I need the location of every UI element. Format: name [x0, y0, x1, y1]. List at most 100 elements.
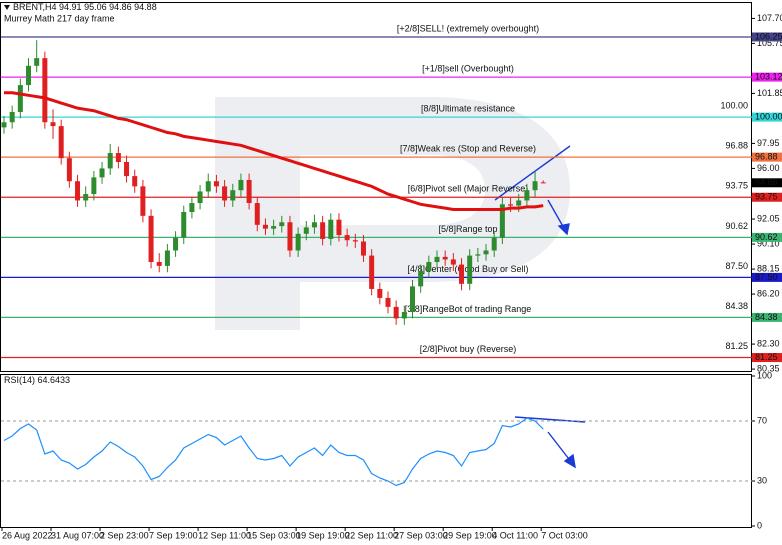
candle-body	[91, 177, 97, 195]
level-tag-label: 96.88	[755, 151, 778, 161]
candle-body	[540, 182, 546, 184]
rsi-tick-label: 70	[757, 415, 767, 425]
level-tag-label: 103.12	[755, 71, 782, 81]
level-tag	[752, 353, 782, 363]
candle-body	[156, 262, 162, 266]
candle-body	[107, 153, 113, 169]
candle-body	[124, 161, 130, 177]
candle-body	[401, 312, 407, 319]
candle-body	[140, 186, 146, 216]
y-tick-label: 86.20	[757, 288, 780, 298]
candle-body	[336, 219, 342, 236]
candle-body	[99, 168, 105, 178]
candle-body	[328, 219, 334, 239]
rsi-panel-frame	[0, 374, 752, 528]
level-tag-label: 106.25	[755, 31, 782, 41]
level-big-label: 81.25	[725, 341, 748, 351]
y-tick-label: 92.05	[757, 213, 780, 223]
candle-body	[352, 240, 358, 242]
last-close: 94.88	[134, 2, 157, 12]
level-big-label: 84.38	[725, 301, 748, 311]
candle-body	[442, 256, 448, 260]
candle-body	[418, 270, 424, 287]
collapse-icon	[4, 5, 10, 10]
candle-body	[254, 203, 260, 225]
candle-body	[17, 85, 23, 112]
candle-body	[222, 186, 228, 201]
candle-body	[189, 203, 195, 213]
candle-body	[434, 256, 440, 263]
candle-body	[205, 181, 211, 192]
candle-body	[426, 262, 432, 271]
level-tag	[752, 272, 782, 282]
y-tick-label: 97.95	[757, 138, 780, 148]
candle-body	[34, 58, 40, 66]
candle-body	[491, 237, 497, 251]
level-tag	[752, 192, 782, 202]
x-tick-label: 31 Aug 07:00	[51, 530, 104, 540]
candle-body	[9, 111, 15, 123]
candle-body	[320, 222, 326, 239]
y-tick-label: 90.10	[757, 238, 780, 248]
level-text: [5/8]Range top	[438, 224, 497, 234]
chart-header: BRENT,H4 94.91 95.06 94.86 94.88	[13, 2, 157, 12]
level-tag	[752, 232, 782, 242]
current-price-label: 94.88	[755, 177, 778, 187]
y-tick-label: 96.00	[757, 163, 780, 173]
x-tick-label: 27 Sep 03:00	[394, 530, 448, 540]
rsi-last: 64.6433	[38, 375, 71, 385]
candle-body	[197, 191, 203, 204]
indicator-name: Murrey Math 217 day frame	[4, 13, 115, 23]
last-open: 94.91	[59, 2, 82, 12]
level-big-label: 90.62	[725, 221, 748, 231]
candle-body	[164, 250, 170, 266]
candle-body	[516, 200, 522, 206]
candle-body	[467, 255, 473, 284]
candle-body	[311, 222, 317, 228]
candle-body	[475, 254, 481, 256]
y-tick-label: 88.15	[757, 263, 780, 273]
level-text: [7/8]Weak res (Stop and Reverse)	[400, 143, 536, 153]
candle-body	[246, 179, 252, 204]
candle-body	[271, 226, 277, 229]
candle-body	[26, 65, 32, 86]
x-tick-label: 19 Sep 19:00	[296, 530, 350, 540]
candle-body	[483, 250, 489, 255]
candle-body	[50, 122, 56, 127]
y-tick-label: 80.35	[757, 363, 780, 373]
candle-body	[360, 241, 366, 256]
candle-body	[295, 233, 301, 251]
rsi-header: RSI(14) 64.6433	[4, 375, 70, 385]
candle-body	[369, 255, 375, 289]
candle-body	[508, 204, 514, 206]
y-tick-label: 107.70	[757, 13, 782, 23]
x-tick-label: 22 Sep 11:00	[345, 530, 398, 540]
candle-body	[230, 190, 236, 201]
last-low: 94.86	[109, 2, 132, 12]
level-text: [+2/8]SELL! (extremely overbought)	[397, 23, 539, 33]
candle-body	[238, 179, 244, 191]
candle-body	[181, 212, 187, 238]
level-text: [3/8]RangeBot of trading Range	[405, 304, 532, 314]
candle-body	[148, 215, 154, 263]
y-tick-label: 101.85	[757, 88, 782, 98]
level-big-label: 96.88	[725, 140, 748, 150]
candle-body	[287, 222, 293, 251]
level-tag-label: 81.25	[755, 352, 778, 362]
level-tag-label: 100.00	[755, 111, 782, 121]
level-text: [8/8]Ultimate resistance	[421, 103, 515, 113]
candle-body	[377, 288, 383, 298]
candle-body	[410, 286, 415, 313]
rsi-title: RSI(14)	[4, 375, 35, 385]
x-tick-label: 26 Aug 2022	[2, 530, 53, 540]
x-tick-label: 7 Sep 19:00	[149, 530, 198, 540]
candle-body	[115, 153, 121, 162]
rsi-tick-label: 100	[757, 370, 772, 380]
candle-body	[213, 181, 219, 187]
candle-body	[303, 227, 309, 234]
candle-body	[75, 181, 81, 201]
x-tick-label: 4 Oct 11:00	[492, 530, 538, 540]
candle-body	[393, 306, 399, 319]
level-tag	[752, 72, 782, 82]
